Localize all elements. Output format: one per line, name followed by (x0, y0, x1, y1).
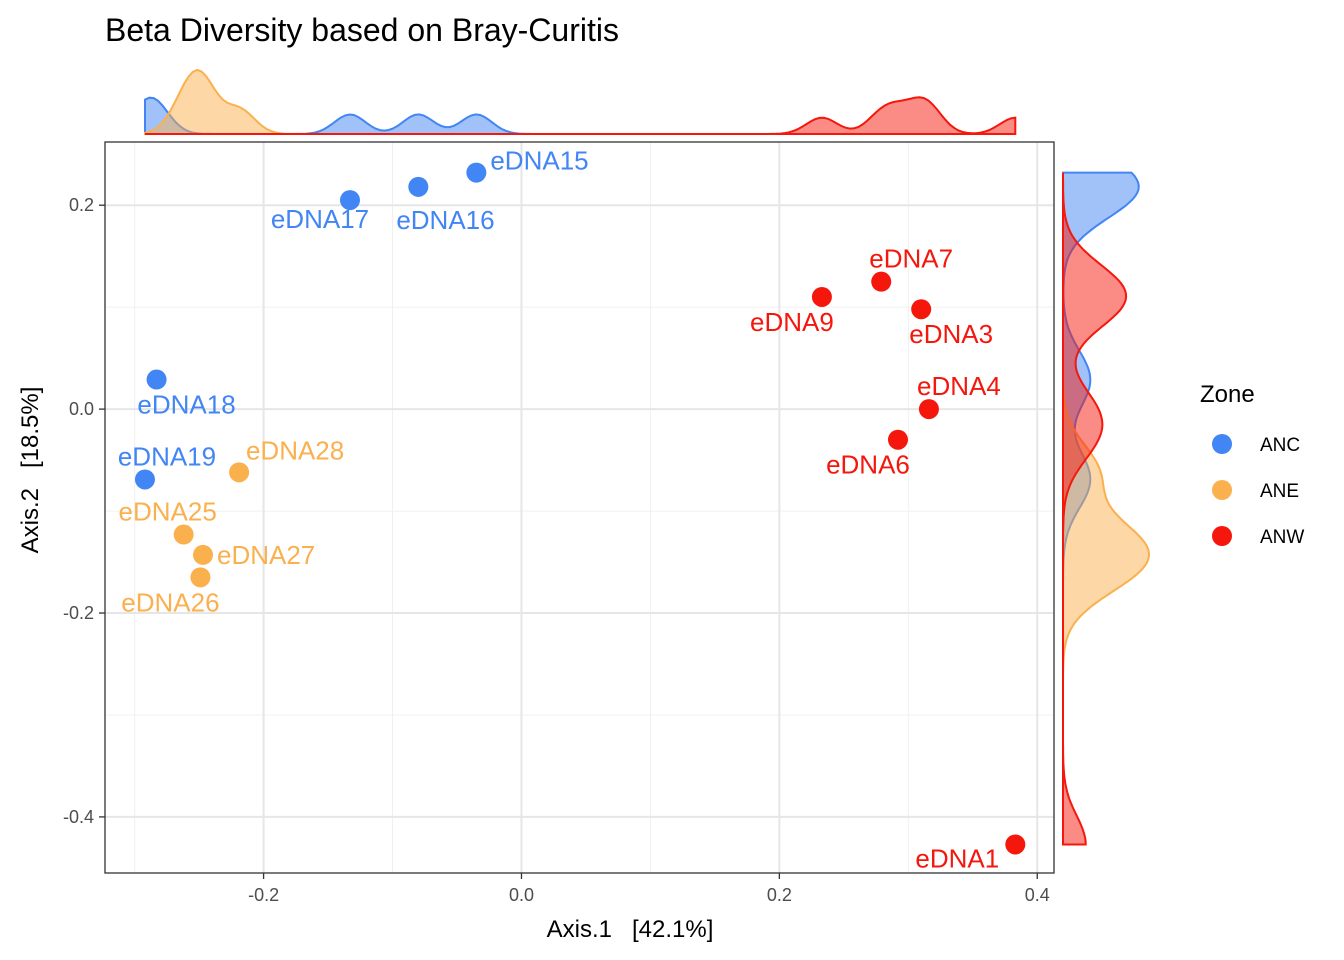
chart-title: Beta Diversity based on Bray-Curitis (105, 12, 619, 48)
point-label: eDNA3 (909, 319, 993, 349)
legend-key (1212, 526, 1232, 546)
legend-key (1212, 434, 1232, 454)
data-point (911, 299, 932, 320)
data-point (871, 271, 892, 292)
point-label: eDNA1 (915, 843, 999, 873)
data-points (134, 162, 1026, 855)
legend-key (1212, 480, 1232, 500)
data-point (408, 176, 429, 197)
gridlines (105, 142, 1054, 873)
y-axis-title: Axis.2 [18.5%] (17, 387, 44, 554)
point-label: eDNA28 (246, 435, 344, 465)
data-point (192, 544, 213, 565)
plot-panel: eDNA15 eDNA16 eDNA17 eDNA18 eDNA19 eDNA28 eDNA… (104, 141, 1055, 874)
y-axis-ticks: 0.2 0.0 -0.2 -0.4 (63, 195, 105, 827)
legend-title: Zone (1200, 381, 1255, 408)
legend-label: ANE (1260, 481, 1299, 502)
y-tick-label: -0.2 (63, 603, 94, 623)
x-tick-label: -0.2 (248, 885, 279, 905)
right-density-curve (1062, 172, 1128, 846)
point-label: eDNA9 (750, 307, 834, 337)
data-point (811, 286, 832, 307)
top-density-curve (145, 96, 1017, 135)
top-marginal-density (144, 68, 1017, 135)
legend-label: ANW (1260, 527, 1304, 548)
point-label: eDNA17 (271, 204, 369, 234)
data-point (146, 369, 167, 390)
y-tick-label: 0.0 (69, 399, 94, 419)
data-point (1005, 834, 1026, 855)
point-label: eDNA26 (121, 587, 219, 617)
data-point (134, 469, 155, 490)
point-label: eDNA15 (490, 146, 588, 176)
y-tick-label: 0.2 (69, 195, 94, 215)
legend-label: ANC (1260, 435, 1300, 456)
point-label: eDNA7 (869, 244, 953, 274)
point-label: eDNA27 (217, 540, 315, 570)
point-label: eDNA18 (137, 390, 235, 420)
x-tick-label: 0.4 (1025, 885, 1050, 905)
point-label: eDNA19 (118, 441, 216, 471)
legend: Zone ANC ANE ANW (1200, 381, 1304, 548)
data-point (190, 567, 211, 588)
point-label: eDNA6 (826, 450, 910, 480)
point-label: eDNA4 (917, 371, 1001, 401)
panel-border (104, 141, 1055, 874)
data-point (466, 162, 487, 183)
data-point (173, 524, 194, 545)
x-tick-label: 0.0 (509, 885, 534, 905)
data-point (918, 399, 939, 420)
data-point (339, 190, 360, 211)
right-marginal-density (1062, 171, 1151, 846)
data-point (229, 462, 250, 483)
point-label: eDNA16 (396, 205, 494, 235)
x-axis-ticks: -0.2 0.0 0.2 0.4 (248, 873, 1050, 905)
y-tick-label: -0.4 (63, 807, 94, 827)
data-point (887, 429, 908, 450)
x-axis-title: Axis.1 [42.1%] (547, 916, 714, 943)
point-label: eDNA25 (119, 497, 217, 527)
x-tick-label: 0.2 (767, 885, 792, 905)
point-labels: eDNA15 eDNA16 eDNA17 eDNA18 eDNA19 eDNA28 eDNA… (118, 146, 1001, 874)
